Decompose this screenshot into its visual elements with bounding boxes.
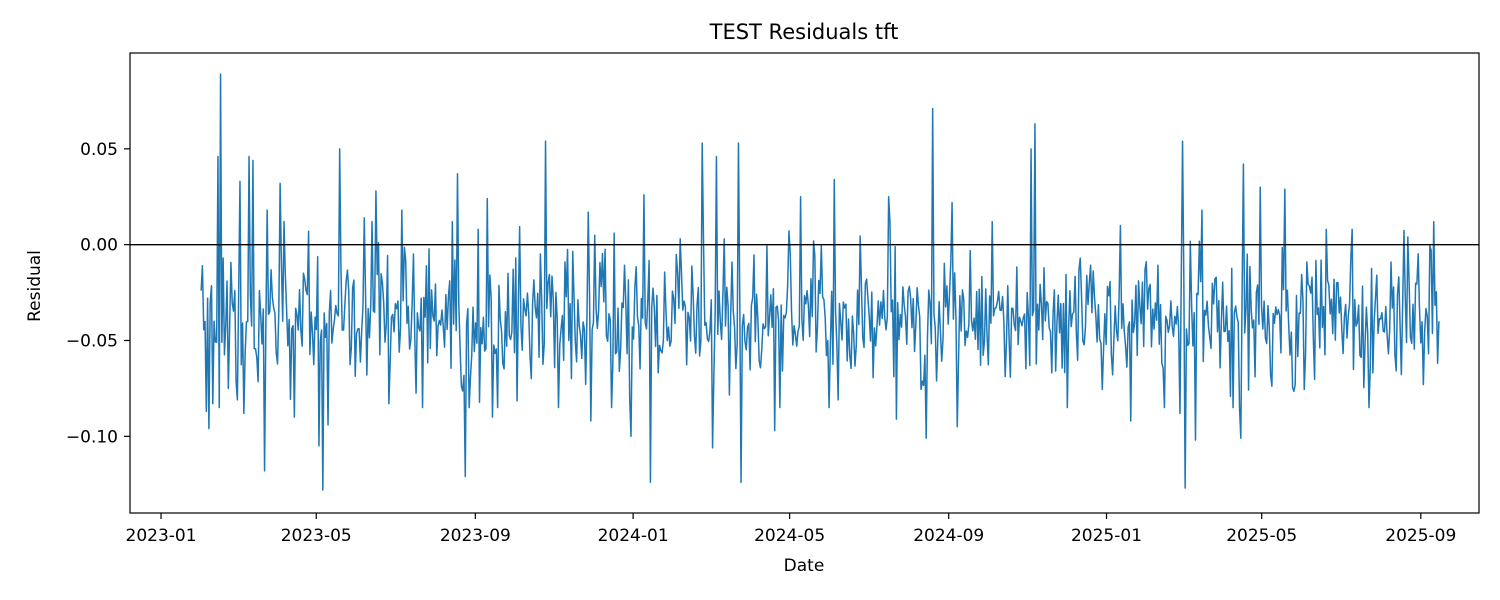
plot-area [129,52,1480,514]
x-tick-label: 2024-01 [598,526,669,546]
x-tick-label: 2025-09 [1385,526,1456,546]
x-tick-label: 2024-09 [913,526,984,546]
x-tick-label: 2025-01 [1071,526,1142,546]
y-tick-label: 0.00 [80,236,118,256]
residual-series-line [200,73,1440,491]
x-tick-label: 2024-05 [754,526,825,546]
x-tick-label: 2023-09 [440,526,511,546]
x-tick-label: 2023-01 [126,526,197,546]
x-axis: 2023-01 2023-05 2023-09 2024-01 2024-05 2024-… [126,513,1456,546]
x-tick-label: 2025-05 [1226,526,1297,546]
axes-frame [129,52,1480,514]
y-tick-label: −0.10 [66,427,118,447]
y-tick-label: 0.05 [80,140,118,160]
chart-title: TEST Residuals tft [709,20,899,44]
series-layer [200,73,1440,491]
y-axis-label: Residual [25,250,45,322]
x-tick-label: 2023-05 [281,526,352,546]
y-tick-label: −0.05 [66,332,118,352]
x-axis-label: Date [784,556,825,576]
y-axis: 0.05 0.00 −0.05 −0.10 [66,140,130,447]
